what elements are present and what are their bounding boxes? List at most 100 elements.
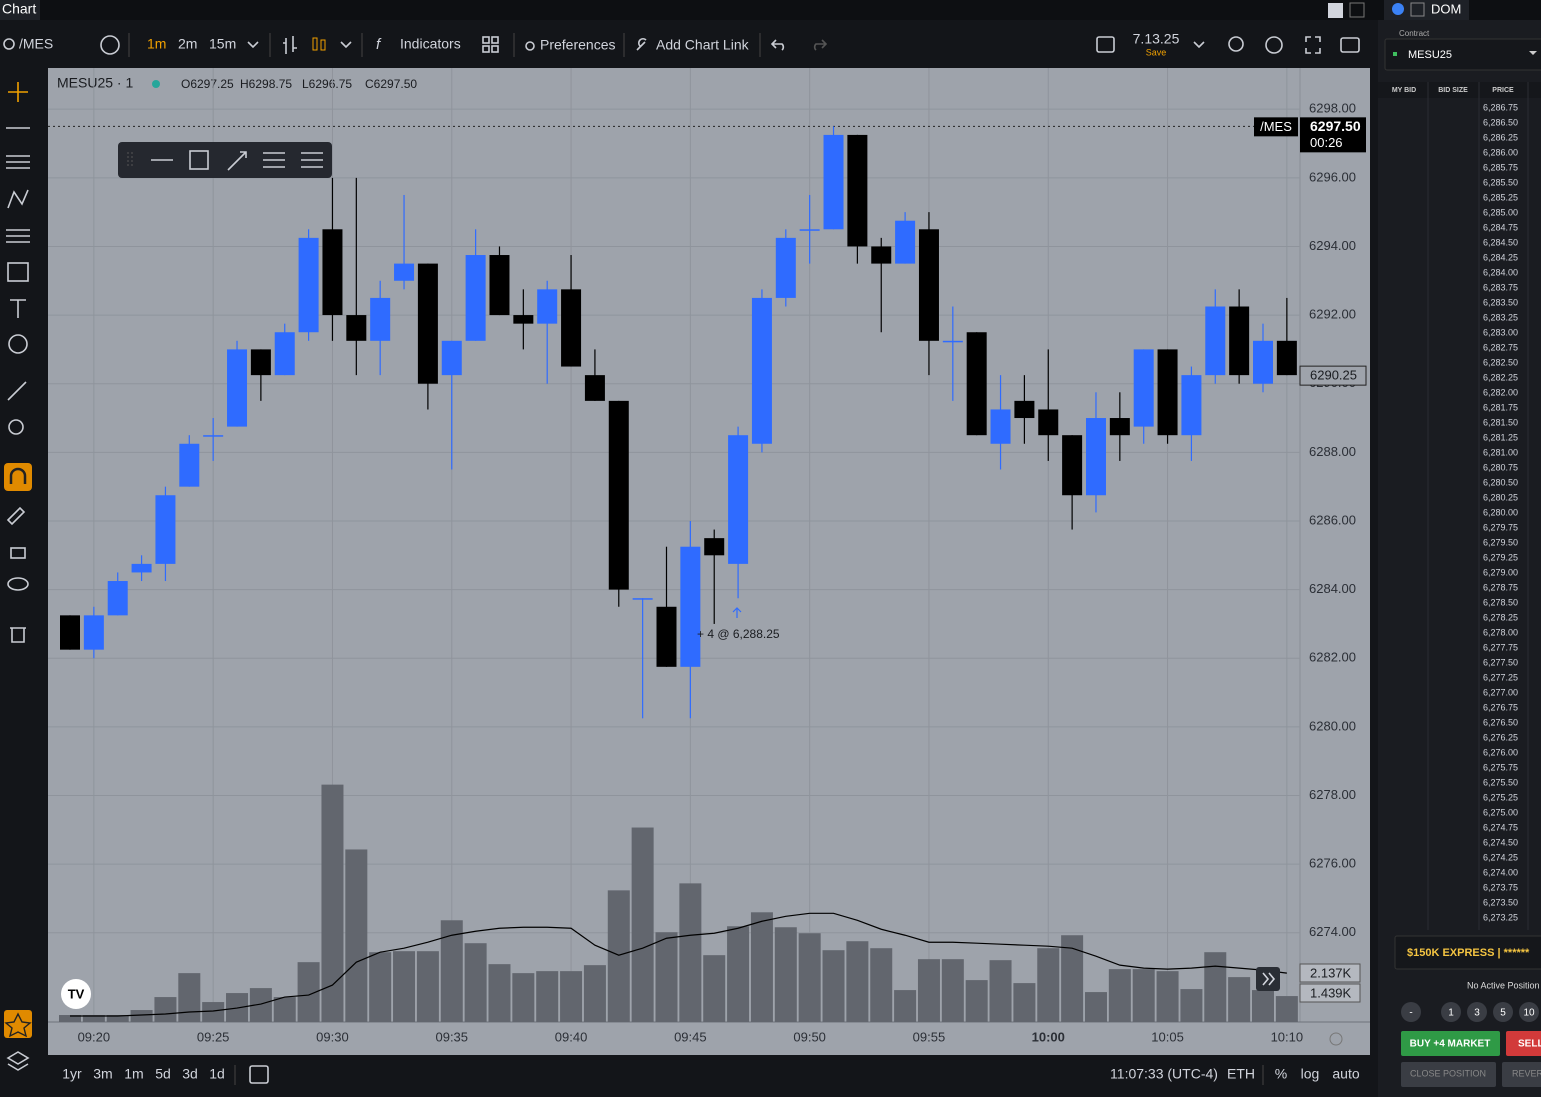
buy-button[interactable]	[1401, 1031, 1500, 1056]
hide-tool[interactable]	[7, 577, 29, 591]
x-tick-label: 10:00	[1032, 1029, 1065, 1044]
layers[interactable]	[6, 1051, 30, 1071]
rect-button[interactable]	[189, 150, 209, 170]
range-button[interactable]: 1m	[124, 1066, 143, 1082]
dom-panel: DOM Contract MESU25 $150K EXPRESS | ****…	[1378, 0, 1541, 1097]
account-select[interactable]	[1394, 935, 1541, 970]
dom-price: 6,282.25	[1483, 372, 1518, 382]
range-button[interactable]: 1d	[209, 1066, 225, 1082]
shape-tool[interactable]	[7, 262, 29, 282]
volume-bar	[1228, 977, 1251, 1022]
style-dropdown[interactable]	[340, 41, 352, 49]
magnet-tool[interactable]	[4, 463, 32, 491]
interval[interactable]: 2m	[178, 36, 197, 52]
date-range[interactable]	[249, 1065, 269, 1084]
ruler-tool[interactable]	[7, 381, 27, 401]
dom-price: 6,281.25	[1483, 432, 1518, 442]
replay-icon[interactable]	[1228, 36, 1244, 52]
quantity-button[interactable]	[1401, 1002, 1421, 1022]
quantity-button[interactable]	[1519, 1002, 1539, 1022]
layout-icon	[491, 45, 499, 53]
layout-dropdown[interactable]	[1193, 41, 1205, 49]
percent-scale[interactable]: %	[1275, 1066, 1287, 1082]
quantity-button[interactable]	[1493, 1002, 1513, 1022]
volume-label-bg	[1299, 983, 1361, 1003]
candle-body	[728, 435, 749, 564]
emoji-tool[interactable]	[8, 334, 28, 354]
zoom-tool[interactable]	[8, 419, 24, 435]
layout-save[interactable]: Save	[1146, 47, 1167, 57]
preferences[interactable]: Preferences	[540, 37, 615, 53]
position-button[interactable]	[301, 152, 323, 168]
candle-style[interactable]	[312, 37, 318, 51]
crosshair-tool[interactable]	[8, 82, 28, 102]
dom-price: 6,276.25	[1483, 732, 1518, 742]
chart-tab[interactable]: Chart	[2, 1, 36, 17]
screenshot[interactable]	[1340, 37, 1360, 53]
floating-toolbar-bg	[118, 142, 332, 178]
auto-scale[interactable]: auto	[1332, 1066, 1359, 1082]
quantity-button[interactable]	[1467, 1002, 1487, 1022]
volume-bar	[345, 849, 368, 1022]
symbol[interactable]: /MES	[19, 36, 53, 52]
undo[interactable]	[770, 39, 785, 51]
keep-drawing[interactable]	[6, 506, 26, 526]
add-chart-link[interactable]: Add Chart Link	[656, 37, 750, 53]
interval[interactable]: 1m	[147, 36, 166, 52]
range-button[interactable]: 1yr	[62, 1066, 82, 1082]
fullscreen[interactable]	[1305, 36, 1321, 54]
candle-body	[1205, 306, 1226, 376]
range-button[interactable]: 3d	[182, 1066, 198, 1082]
candle-body	[441, 340, 462, 376]
volume-label: 1.439K	[1310, 985, 1352, 1000]
settings-icon[interactable]	[1265, 36, 1283, 54]
sell-button[interactable]	[1506, 1031, 1541, 1056]
symbol-tag-bg	[1254, 117, 1298, 137]
layout-name[interactable]: 7.13.25	[1133, 31, 1180, 47]
dom-price: 6,275.75	[1483, 762, 1518, 772]
range-button[interactable]: 3m	[93, 1066, 112, 1082]
volume-bar	[273, 997, 296, 1022]
fib-tool[interactable]	[6, 155, 30, 169]
pattern-tool[interactable]	[7, 189, 29, 209]
layout-icon[interactable]	[482, 36, 490, 44]
bar-style[interactable]	[283, 36, 297, 54]
dom-price: 6,280.00	[1483, 507, 1518, 517]
search-icon[interactable]	[3, 38, 15, 50]
axis-settings[interactable]	[1329, 1032, 1343, 1046]
reverse-button[interactable]	[1502, 1062, 1541, 1087]
interval[interactable]: 15m	[209, 36, 236, 52]
projection-tool[interactable]	[6, 229, 30, 243]
x-tick-label: 09:25	[197, 1029, 230, 1044]
fib-button[interactable]	[263, 152, 285, 168]
close-button[interactable]	[1401, 1062, 1496, 1087]
maximize[interactable]	[1349, 2, 1365, 18]
add-symbol[interactable]	[100, 35, 120, 55]
quantity-label: 10	[1523, 1008, 1535, 1019]
contract-select[interactable]	[1384, 38, 1541, 71]
delete-tool[interactable]	[10, 627, 26, 643]
dom-price: 6,277.00	[1483, 687, 1518, 697]
dom-price: 6,274.00	[1483, 867, 1518, 877]
layout-square[interactable]	[1096, 36, 1115, 53]
redo[interactable]	[813, 39, 828, 51]
candle-style[interactable]	[320, 39, 326, 51]
range-button[interactable]: 5d	[155, 1066, 171, 1082]
volume-bar	[106, 1015, 129, 1022]
tv-logo[interactable]	[61, 979, 91, 1009]
indicators[interactable]: Indicators	[400, 36, 461, 52]
text-tool[interactable]	[10, 299, 26, 318]
quantity-button[interactable]	[1441, 1002, 1461, 1022]
dom-tab[interactable]: DOM	[1431, 1, 1461, 16]
drag-handle[interactable]	[127, 152, 133, 168]
dom-price: 6,280.25	[1483, 492, 1518, 502]
log-scale[interactable]: log	[1301, 1066, 1320, 1082]
plot-bg	[48, 68, 1370, 1055]
add-panel[interactable]	[1328, 3, 1343, 18]
lock-tool[interactable]	[10, 547, 26, 559]
candle-body	[537, 289, 558, 324]
interval-dropdown[interactable]	[247, 41, 259, 49]
dom-price: 6,279.25	[1483, 552, 1518, 562]
arrow-button[interactable]	[227, 151, 247, 171]
session[interactable]: ETH	[1227, 1066, 1255, 1082]
